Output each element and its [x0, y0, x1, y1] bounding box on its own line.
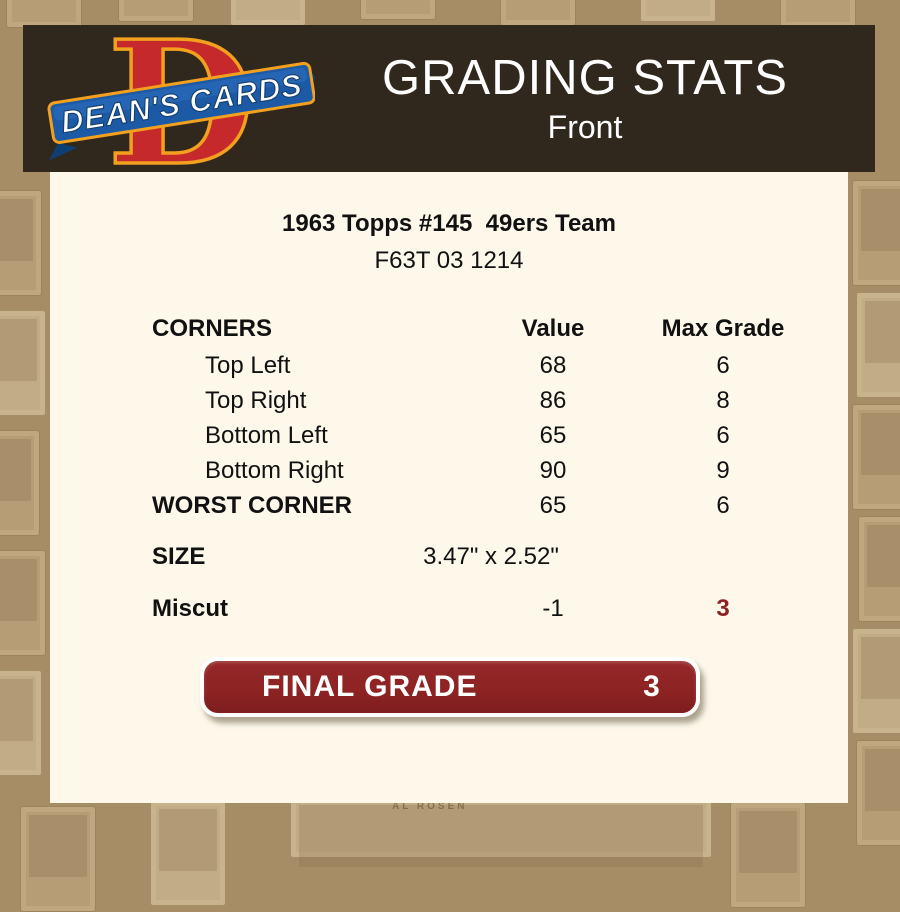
row-value: 65 — [539, 422, 567, 449]
background-card — [858, 516, 900, 622]
row-label: Top Left — [205, 352, 291, 379]
worst-corner-value: 65 — [539, 492, 567, 519]
column-header-max-grade: Max Grade — [661, 315, 785, 342]
table-row: Top Right 86 8 — [50, 383, 848, 418]
row-label: Bottom Right — [205, 457, 344, 484]
table-row: Bottom Right 90 9 — [50, 453, 848, 488]
deans-cards-logo: D DEAN'S CARDS — [23, 25, 315, 172]
size-label: SIZE — [152, 543, 206, 570]
background-card — [6, 0, 82, 28]
row-label: Bottom Left — [205, 422, 328, 449]
background-card — [0, 190, 42, 296]
worst-corner-max-grade: 6 — [716, 492, 730, 519]
background-card — [20, 806, 96, 912]
page-title: GRADING STATS — [382, 51, 788, 105]
background-card — [852, 404, 900, 510]
size-row: SIZE 3.47" x 2.52" — [50, 539, 848, 574]
row-value: 68 — [539, 352, 567, 379]
deans-cards-logo-icon: D DEAN'S CARDS — [47, 27, 315, 171]
background-card — [360, 0, 436, 20]
background-card — [0, 670, 42, 776]
background-card — [852, 180, 900, 286]
size-value: 3.47" x 2.52" — [423, 543, 559, 570]
final-grade-label: FINAL GRADE — [262, 670, 478, 703]
worst-corner-label: WORST CORNER — [152, 492, 352, 519]
card-title: 1963 Topps #145 49ers Team — [282, 210, 616, 237]
background-card — [856, 740, 900, 846]
row-value: 90 — [539, 457, 567, 484]
column-header-value: Value — [521, 315, 585, 342]
background-card — [730, 802, 806, 908]
row-max-grade: 6 — [716, 422, 730, 449]
background-card — [0, 310, 46, 416]
header: D DEAN'S CARDS GRADING STATS Front — [23, 25, 875, 172]
miscut-max-grade: 3 — [716, 595, 730, 622]
background-card — [0, 430, 40, 536]
row-max-grade: 8 — [716, 387, 730, 414]
column-header-corners: CORNERS — [152, 315, 273, 342]
row-value: 86 — [539, 387, 567, 414]
background-card — [0, 550, 46, 656]
background-card — [118, 0, 194, 22]
row-label: Top Right — [205, 387, 307, 414]
table-row: Bottom Left 65 6 — [50, 418, 848, 453]
background-card — [230, 0, 306, 26]
card-code: F63T 03 1214 — [374, 247, 524, 274]
worst-corner-row: WORST CORNER 65 6 — [50, 488, 848, 523]
background-card — [500, 0, 576, 26]
miscut-value: -1 — [542, 595, 564, 622]
row-max-grade: 9 — [716, 457, 730, 484]
final-grade-value: 3 — [643, 670, 661, 703]
final-grade-button[interactable]: FINAL GRADE 3 — [200, 657, 700, 717]
background-card — [290, 796, 712, 867]
header-title-area: GRADING STATS Front — [295, 25, 875, 172]
miscut-row: Miscut -1 3 — [50, 591, 848, 626]
page-subtitle: Front — [547, 109, 623, 145]
row-max-grade: 6 — [716, 352, 730, 379]
miscut-label: Miscut — [152, 595, 229, 622]
table-header-row: CORNERS Value Max Grade — [50, 311, 848, 346]
background-card — [852, 628, 900, 734]
background-card — [856, 292, 900, 398]
background-card — [640, 0, 716, 22]
background-card-caption: AL ROSEN — [392, 801, 468, 812]
background-card — [150, 800, 226, 906]
background-card — [780, 0, 856, 28]
grading-stats-panel: 1963 Topps #145 49ers Team F63T 03 1214 … — [50, 172, 848, 803]
table-row: Top Left 68 6 — [50, 348, 848, 383]
